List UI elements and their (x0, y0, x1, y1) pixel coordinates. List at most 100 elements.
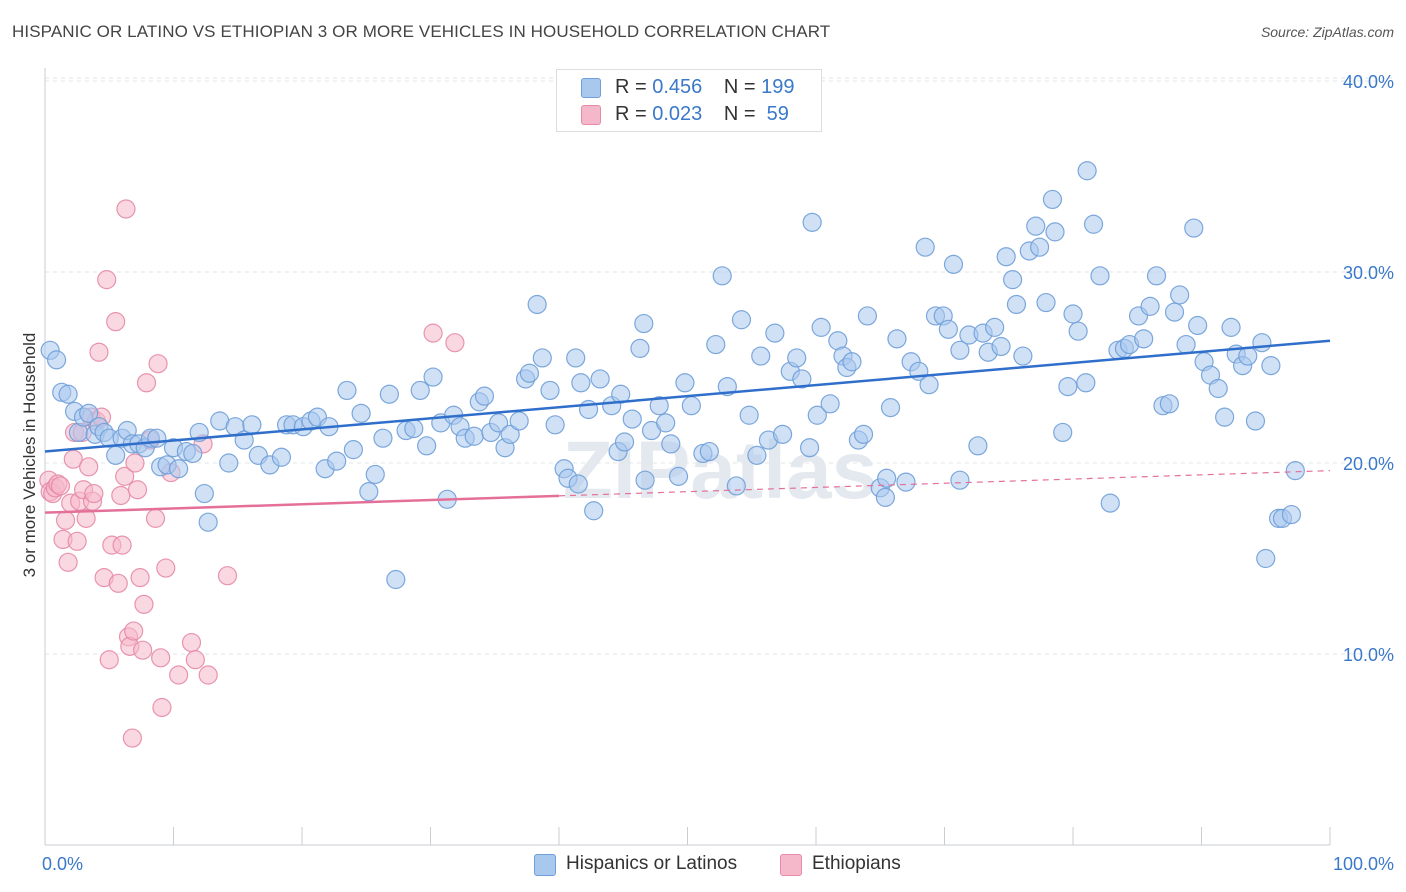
ethiopians-point (423, 323, 443, 343)
hispanics-point (1134, 329, 1154, 349)
hispanics-point (474, 386, 495, 406)
hispanics-point (1140, 296, 1160, 316)
ethiopians-point (185, 650, 205, 670)
hispanics-point (614, 432, 635, 452)
hispanics-point (532, 348, 552, 368)
ethiopians-point (151, 648, 171, 668)
ethiopians-point (55, 510, 76, 530)
hispanics-point (915, 237, 935, 257)
hispanics-point (950, 470, 970, 490)
legend-swatch-ethiopians (581, 105, 601, 125)
ethiopians-point (127, 480, 148, 500)
legend-n-label: N = (723, 76, 762, 98)
hispanics-point (568, 474, 588, 494)
legend-r-value: 0.456 (652, 76, 703, 98)
y-tick-label: 10.0% (1343, 645, 1394, 665)
hispanics-point (726, 476, 746, 496)
hispanics-point (668, 466, 689, 486)
legend-n-label: N = (723, 103, 762, 125)
hispanics-point (985, 317, 1005, 337)
hispanics-point (343, 440, 363, 460)
bottom-legend-label-hispanics: Hispanics or Latinos (566, 853, 738, 874)
hispanics-point (1036, 292, 1056, 313)
hispanics-point (1215, 407, 1235, 427)
ethiopians-point (133, 640, 153, 660)
hispanics-point (79, 403, 99, 423)
ethiopians-point (169, 665, 189, 685)
ethiopians-point (84, 483, 104, 504)
legend-swatch-hispanics (581, 78, 601, 98)
hispanics-point (519, 363, 540, 383)
hispanics-point (853, 424, 874, 444)
ethiopians-points (39, 199, 465, 748)
hispanics-point (417, 436, 437, 456)
hispanics-point (1013, 346, 1033, 366)
hispanics-point (527, 294, 547, 315)
legend-n-value: 59 (761, 103, 789, 125)
hispanics-point (1176, 334, 1196, 355)
hispanics-point (46, 350, 67, 370)
hispanics-point (590, 369, 610, 389)
hispanics-point (739, 405, 759, 425)
hispanics-point (887, 329, 907, 349)
hispanics-point (379, 384, 399, 404)
hispanics-point (1170, 285, 1190, 305)
hispanics-point (875, 487, 895, 507)
source-credit: Source: ZipAtlas.com (1260, 24, 1394, 40)
hispanics-point (630, 338, 650, 358)
hispanics-point (635, 470, 655, 490)
hispanics-point (351, 403, 371, 423)
hispanics-point (198, 512, 218, 532)
hispanics-point (1281, 504, 1302, 525)
ethiopians-point (111, 485, 131, 506)
y-tick-label: 30.0% (1343, 263, 1394, 283)
hispanics-point (938, 319, 958, 339)
hispanics-point (194, 483, 214, 504)
hispanics-point (1256, 548, 1276, 569)
hispanics-trend-line (44, 339, 1331, 453)
hispanics-point (169, 459, 189, 479)
hispanics-point (509, 411, 529, 431)
hispanics-point (1285, 461, 1305, 481)
ethiopians-point (445, 333, 465, 353)
ethiopians-point (136, 373, 157, 393)
hispanics-point (943, 254, 964, 274)
hispanics-point (1076, 373, 1096, 393)
hispanics-point (1083, 214, 1104, 234)
hispanics-point (1184, 218, 1204, 238)
hispanics-point (1026, 216, 1046, 236)
ethiopians-point (198, 665, 218, 685)
hispanics-point (706, 334, 726, 355)
hispanics-point (365, 464, 385, 485)
hispanics-point (1045, 222, 1065, 242)
hispanics-point (765, 323, 785, 343)
hispanics-point (571, 373, 591, 393)
hispanics-point (404, 419, 424, 439)
ethiopians-point (89, 342, 109, 362)
bottom-legend-swatch-ethiopians (780, 854, 802, 876)
hispanics-point (147, 428, 167, 448)
ethiopians-point (97, 270, 117, 290)
hispanics-point (410, 380, 430, 401)
hispanics-point (656, 413, 676, 433)
hispanics-point (373, 428, 393, 448)
hispanics-point (1238, 346, 1258, 366)
hispanics-point (106, 445, 126, 465)
hispanics-point (857, 306, 878, 326)
hispanics-point (811, 317, 831, 337)
ethiopians-point (134, 594, 154, 614)
legend-r-label: R = (615, 103, 653, 125)
hispanics-point (991, 336, 1011, 357)
hispanics-point (1063, 304, 1083, 324)
ethiopians-point (112, 535, 132, 555)
hispanics-point (359, 482, 379, 502)
hispanics-point (1159, 394, 1179, 414)
legend-n-value: 199 (761, 76, 795, 98)
hispanics-point (1003, 270, 1023, 290)
hispanics-point (731, 310, 752, 330)
ethiopians-point (124, 621, 144, 641)
hispanics-point (1252, 333, 1272, 353)
ethiopians-trend-line (44, 494, 560, 514)
hispanics-point (1261, 355, 1281, 376)
ethiopians-point (145, 508, 166, 528)
